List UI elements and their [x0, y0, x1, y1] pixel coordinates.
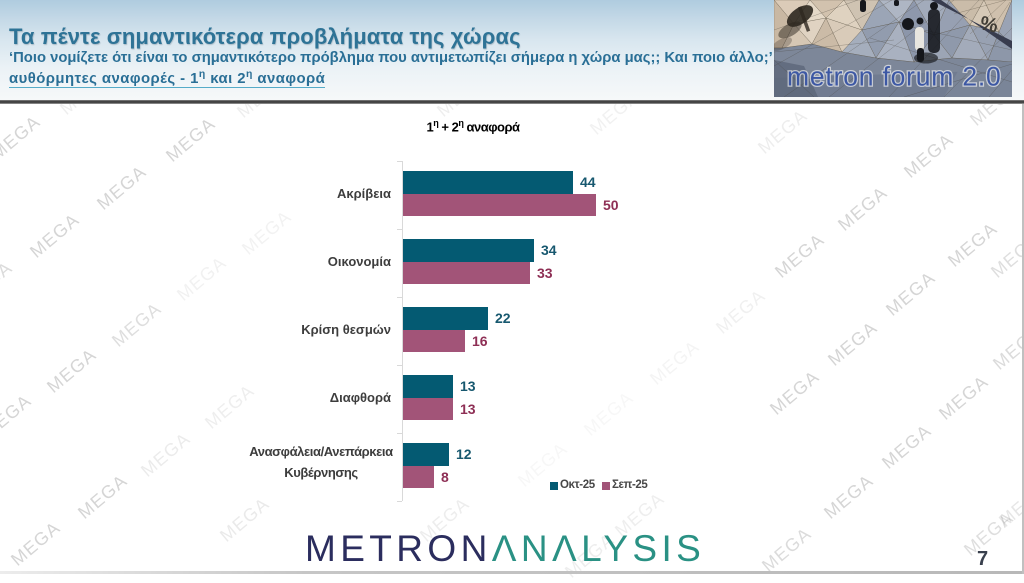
svg-text:%: % [978, 12, 1000, 37]
svg-text:metron forum 2.0: metron forum 2.0 [787, 62, 1002, 92]
svg-text:metron forum 2.0: metron forum 2.0 [787, 62, 1002, 92]
